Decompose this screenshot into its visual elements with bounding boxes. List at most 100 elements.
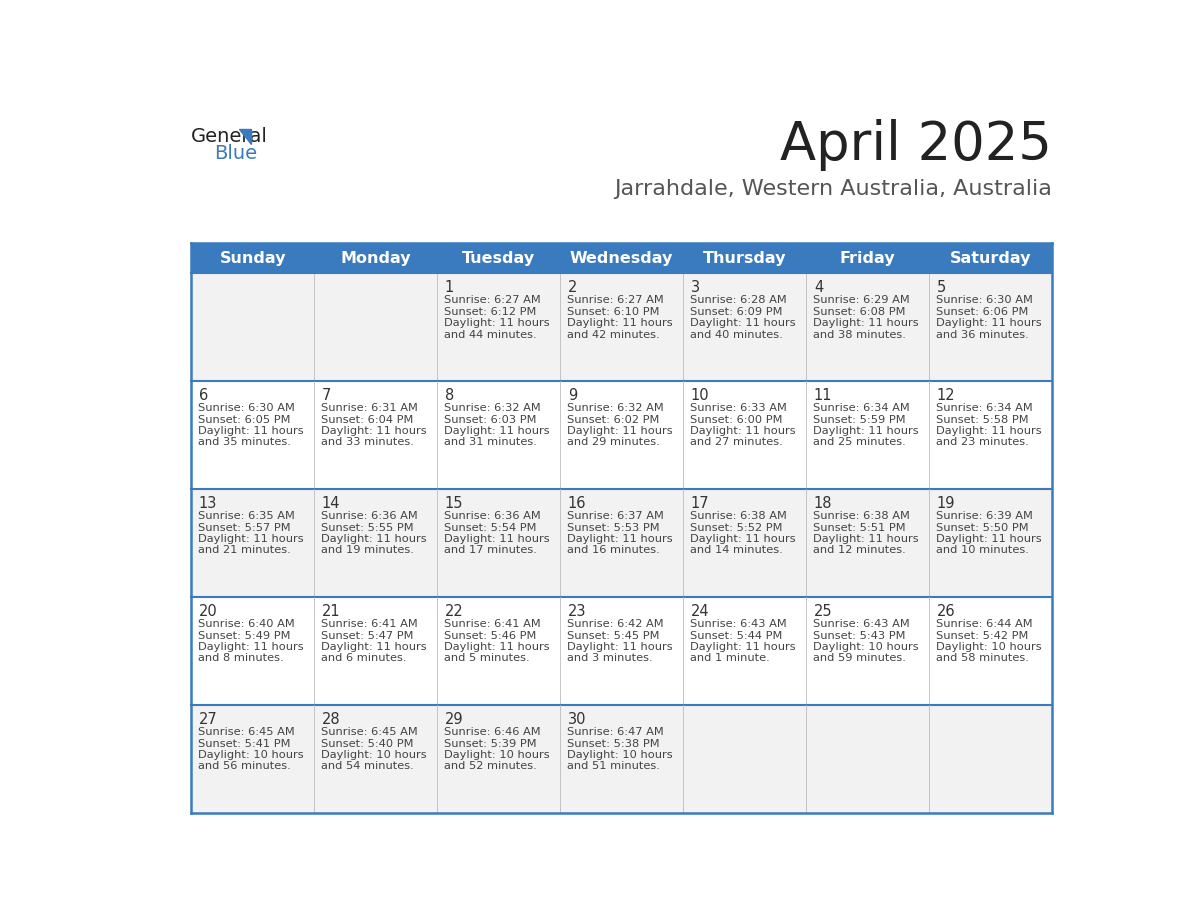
Text: 10: 10	[691, 388, 709, 403]
Text: and 17 minutes.: and 17 minutes.	[444, 545, 537, 555]
Text: 30: 30	[568, 712, 587, 727]
Text: 13: 13	[198, 497, 217, 511]
Text: 20: 20	[198, 604, 217, 620]
Text: Daylight: 11 hours: Daylight: 11 hours	[444, 642, 550, 652]
Text: Daylight: 10 hours: Daylight: 10 hours	[444, 750, 550, 760]
Text: Daylight: 11 hours: Daylight: 11 hours	[567, 319, 672, 328]
Text: and 10 minutes.: and 10 minutes.	[936, 545, 1029, 555]
Text: Daylight: 11 hours: Daylight: 11 hours	[321, 642, 426, 652]
Text: and 21 minutes.: and 21 minutes.	[198, 545, 291, 555]
Text: Daylight: 11 hours: Daylight: 11 hours	[936, 426, 1042, 436]
Text: Sunrise: 6:40 AM: Sunrise: 6:40 AM	[198, 620, 295, 629]
Text: and 19 minutes.: and 19 minutes.	[321, 545, 413, 555]
Text: and 54 minutes.: and 54 minutes.	[321, 761, 413, 771]
Text: Sunset: 5:47 PM: Sunset: 5:47 PM	[321, 631, 413, 641]
Text: Saturday: Saturday	[950, 251, 1031, 265]
Text: Sunset: 5:41 PM: Sunset: 5:41 PM	[198, 739, 291, 748]
Text: Daylight: 11 hours: Daylight: 11 hours	[936, 534, 1042, 544]
Text: and 33 minutes.: and 33 minutes.	[321, 438, 413, 447]
Text: and 27 minutes.: and 27 minutes.	[690, 438, 783, 447]
Text: and 51 minutes.: and 51 minutes.	[567, 761, 661, 771]
Text: 17: 17	[691, 497, 709, 511]
Text: Daylight: 11 hours: Daylight: 11 hours	[690, 642, 796, 652]
Text: Daylight: 11 hours: Daylight: 11 hours	[813, 319, 918, 328]
Bar	[191, 705, 1053, 813]
Text: Sunrise: 6:46 AM: Sunrise: 6:46 AM	[444, 727, 541, 737]
Text: 29: 29	[444, 712, 463, 727]
Polygon shape	[239, 129, 251, 143]
Text: and 36 minutes.: and 36 minutes.	[936, 330, 1029, 340]
Text: 11: 11	[814, 388, 833, 403]
Text: Sunrise: 6:28 AM: Sunrise: 6:28 AM	[690, 296, 786, 306]
Text: Daylight: 11 hours: Daylight: 11 hours	[567, 426, 672, 436]
Text: 21: 21	[322, 604, 341, 620]
Text: Sunset: 6:12 PM: Sunset: 6:12 PM	[444, 307, 537, 317]
Text: and 14 minutes.: and 14 minutes.	[690, 545, 783, 555]
Text: 28: 28	[322, 712, 341, 727]
Text: General: General	[191, 127, 268, 146]
Text: 4: 4	[814, 280, 823, 296]
Text: and 38 minutes.: and 38 minutes.	[813, 330, 906, 340]
Text: Jarrahdale, Western Australia, Australia: Jarrahdale, Western Australia, Australia	[614, 179, 1053, 199]
Text: Sunset: 6:09 PM: Sunset: 6:09 PM	[690, 307, 783, 317]
Text: 6: 6	[198, 388, 208, 403]
Text: 16: 16	[568, 497, 587, 511]
Text: Sunrise: 6:31 AM: Sunrise: 6:31 AM	[321, 403, 418, 413]
Text: Daylight: 11 hours: Daylight: 11 hours	[813, 426, 918, 436]
Text: Sunset: 6:04 PM: Sunset: 6:04 PM	[321, 415, 413, 425]
Text: Sunset: 5:53 PM: Sunset: 5:53 PM	[567, 522, 659, 532]
Text: Sunrise: 6:32 AM: Sunrise: 6:32 AM	[567, 403, 664, 413]
Bar	[191, 489, 1053, 598]
Text: Sunset: 5:42 PM: Sunset: 5:42 PM	[936, 631, 1029, 641]
Text: Daylight: 11 hours: Daylight: 11 hours	[198, 426, 304, 436]
Text: Sunrise: 6:37 AM: Sunrise: 6:37 AM	[567, 511, 664, 521]
Text: Sunset: 6:08 PM: Sunset: 6:08 PM	[813, 307, 905, 317]
Text: Thursday: Thursday	[703, 251, 786, 265]
Text: Sunset: 5:52 PM: Sunset: 5:52 PM	[690, 522, 783, 532]
Text: 25: 25	[814, 604, 833, 620]
Text: and 44 minutes.: and 44 minutes.	[444, 330, 537, 340]
Text: Wednesday: Wednesday	[570, 251, 674, 265]
Text: and 29 minutes.: and 29 minutes.	[567, 438, 659, 447]
Text: Sunset: 5:40 PM: Sunset: 5:40 PM	[321, 739, 413, 748]
Text: 5: 5	[937, 280, 946, 296]
Text: Daylight: 11 hours: Daylight: 11 hours	[198, 534, 304, 544]
Text: Sunrise: 6:27 AM: Sunrise: 6:27 AM	[444, 296, 541, 306]
Text: 1: 1	[444, 280, 454, 296]
Text: and 25 minutes.: and 25 minutes.	[813, 438, 906, 447]
Text: Sunrise: 6:36 AM: Sunrise: 6:36 AM	[444, 511, 541, 521]
Text: 19: 19	[937, 497, 955, 511]
Text: Daylight: 11 hours: Daylight: 11 hours	[690, 319, 796, 328]
Text: Sunrise: 6:38 AM: Sunrise: 6:38 AM	[813, 511, 910, 521]
Text: Sunrise: 6:34 AM: Sunrise: 6:34 AM	[936, 403, 1032, 413]
Text: Daylight: 11 hours: Daylight: 11 hours	[321, 426, 426, 436]
Text: 2: 2	[568, 280, 577, 296]
Text: Sunrise: 6:45 AM: Sunrise: 6:45 AM	[321, 727, 418, 737]
Text: Sunrise: 6:39 AM: Sunrise: 6:39 AM	[936, 511, 1034, 521]
Text: Sunset: 6:06 PM: Sunset: 6:06 PM	[936, 307, 1029, 317]
Text: Friday: Friday	[840, 251, 896, 265]
Text: Sunset: 5:55 PM: Sunset: 5:55 PM	[321, 522, 413, 532]
Text: Daylight: 11 hours: Daylight: 11 hours	[198, 642, 304, 652]
Text: Daylight: 11 hours: Daylight: 11 hours	[567, 642, 672, 652]
Text: 23: 23	[568, 604, 587, 620]
Text: and 40 minutes.: and 40 minutes.	[690, 330, 783, 340]
Text: and 8 minutes.: and 8 minutes.	[198, 654, 284, 664]
Text: and 35 minutes.: and 35 minutes.	[198, 438, 291, 447]
Text: and 56 minutes.: and 56 minutes.	[198, 761, 291, 771]
Bar	[191, 598, 1053, 705]
Bar	[191, 274, 1053, 381]
Text: Sunrise: 6:41 AM: Sunrise: 6:41 AM	[444, 620, 541, 629]
Bar	[191, 242, 1053, 274]
Text: Sunset: 5:51 PM: Sunset: 5:51 PM	[813, 522, 905, 532]
Text: 15: 15	[444, 497, 463, 511]
Text: Sunrise: 6:43 AM: Sunrise: 6:43 AM	[813, 620, 910, 629]
Text: 8: 8	[444, 388, 454, 403]
Text: Sunset: 5:44 PM: Sunset: 5:44 PM	[690, 631, 783, 641]
Text: Tuesday: Tuesday	[462, 251, 536, 265]
Text: 24: 24	[691, 604, 709, 620]
Text: Sunset: 5:45 PM: Sunset: 5:45 PM	[567, 631, 659, 641]
Text: 7: 7	[322, 388, 331, 403]
Text: Sunset: 5:43 PM: Sunset: 5:43 PM	[813, 631, 905, 641]
Text: and 42 minutes.: and 42 minutes.	[567, 330, 659, 340]
